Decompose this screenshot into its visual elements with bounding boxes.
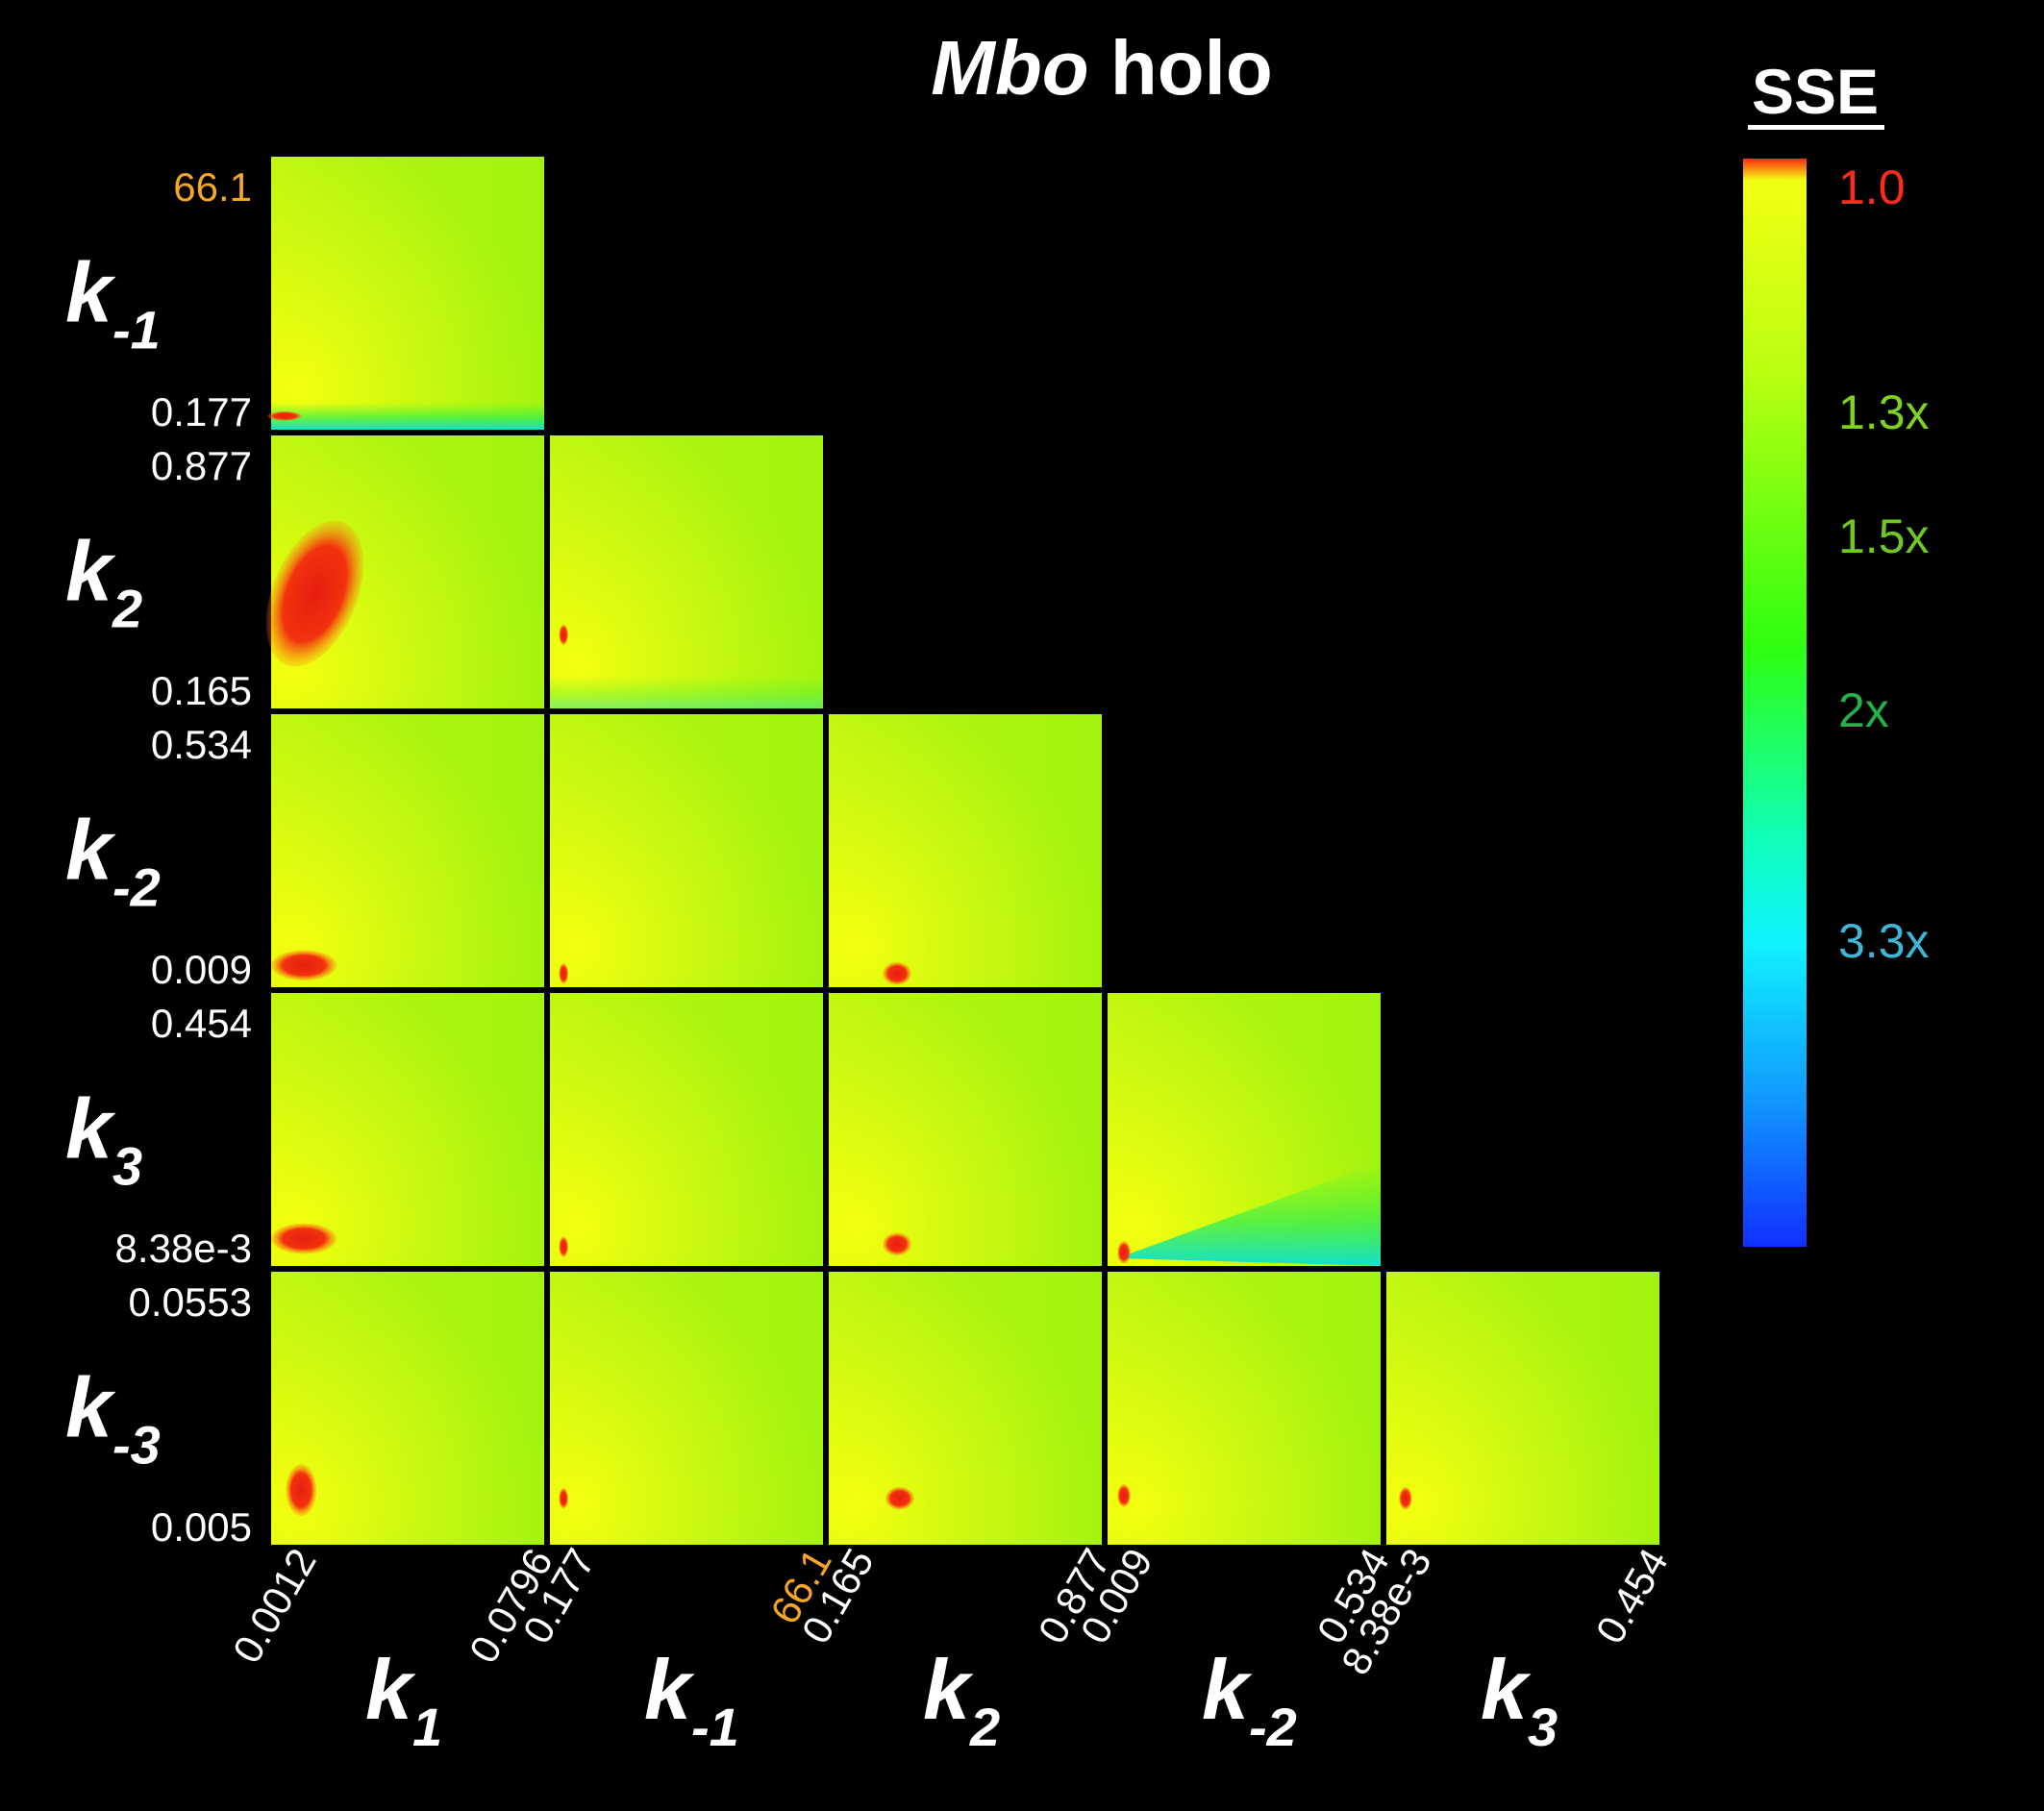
panel-sse-minimum bbox=[885, 1486, 914, 1510]
colorbar-tick-label: 1.0 bbox=[1838, 161, 1906, 214]
row-label-km2: 0.534 0.009 k-2 bbox=[65, 722, 252, 992]
heatmap-panel-k1-vs-km1 bbox=[267, 157, 544, 430]
panel-sse-minimum bbox=[1398, 1486, 1412, 1510]
heatmap-panel-k1-vs-k2 bbox=[265, 435, 544, 708]
heatmap-panel-km2-vs-km3 bbox=[1108, 1272, 1381, 1545]
heatmap-panel-km1-vs-km2 bbox=[550, 714, 823, 987]
heatmap-panel-km2-vs-k3 bbox=[1108, 993, 1381, 1266]
column-axis-label: k3 bbox=[1481, 1642, 1558, 1757]
panel-sse-shading bbox=[829, 714, 1102, 987]
panel-sse-shading bbox=[1386, 1272, 1659, 1545]
panel-sse-shading bbox=[271, 993, 544, 1266]
row-tick-min: 0.009 bbox=[151, 947, 252, 992]
colorbar-title: SSE bbox=[1752, 56, 1879, 127]
row-tick-max: 0.877 bbox=[151, 443, 252, 488]
heatmap-panel-k1-vs-km3 bbox=[271, 1272, 544, 1545]
panel-sse-minimum bbox=[1117, 1240, 1132, 1264]
row-tick-max: 66.1 bbox=[173, 164, 252, 210]
panel-sse-minimum bbox=[1117, 1483, 1132, 1507]
panel-sse-minimum bbox=[559, 624, 569, 646]
heatmap-panel-k1-vs-km2 bbox=[271, 714, 544, 987]
row-axis-label: k-3 bbox=[65, 1360, 161, 1476]
row-label-km3: 0.0553 0.005 k-3 bbox=[65, 1279, 252, 1550]
panel-sse-shading bbox=[550, 1272, 823, 1545]
heatmap-panels bbox=[265, 157, 1659, 1545]
row-axis-label: k3 bbox=[65, 1081, 142, 1197]
column-axis-label: k1 bbox=[365, 1642, 442, 1757]
row-tick-min: 0.165 bbox=[151, 668, 252, 713]
panel-sse-shading bbox=[550, 435, 823, 708]
column-axis-label: k-2 bbox=[1202, 1642, 1297, 1757]
row-tick-min: 8.38e-3 bbox=[115, 1226, 252, 1271]
row-axis-label: k-1 bbox=[65, 245, 161, 360]
colorbar-ticks: 1.0 1.3x 1.5x 2x 3.3x bbox=[1838, 161, 1930, 968]
colorbar-tick-label: 2x bbox=[1838, 683, 1889, 737]
heatmap-panel-k3-vs-km3 bbox=[1386, 1272, 1659, 1545]
panel-sse-minimum bbox=[265, 520, 364, 667]
panel-high-sse-band bbox=[271, 402, 544, 430]
row-tick-max: 0.534 bbox=[151, 722, 252, 767]
panel-sse-minimum bbox=[271, 950, 337, 981]
colorbar-title-underline bbox=[1748, 125, 1884, 130]
panel-sse-minimum bbox=[883, 1232, 911, 1256]
panel-sse-minimum bbox=[883, 961, 911, 985]
panel-sse-minimum bbox=[559, 962, 569, 984]
colorbar-tick-label: 1.5x bbox=[1838, 509, 1930, 563]
panel-sse-shading bbox=[271, 1272, 544, 1545]
colorbar-tick-label: 3.3x bbox=[1838, 914, 1930, 968]
panel-sse-shading bbox=[271, 714, 544, 987]
panel-sse-shading bbox=[271, 157, 544, 430]
heatmap-panel-km1-vs-k2 bbox=[550, 435, 823, 708]
row-tick-min: 0.005 bbox=[151, 1504, 252, 1550]
colorbar-tick-label: 1.3x bbox=[1838, 385, 1930, 439]
heatmap-panel-km1-vs-km3 bbox=[550, 1272, 823, 1545]
column-axis-label: k2 bbox=[923, 1642, 1000, 1757]
heatmap-panel-k2-vs-km2 bbox=[829, 714, 1102, 987]
heatmap-panel-k2-vs-km3 bbox=[829, 1272, 1102, 1545]
panel-sse-minimum bbox=[559, 1487, 569, 1509]
row-tick-min: 0.177 bbox=[151, 389, 252, 434]
panel-sse-shading bbox=[550, 714, 823, 987]
chart-title: Mbo holo bbox=[931, 25, 1272, 111]
colorbar: SSE 1.0 1.3x 1.5x 2x 3.3x bbox=[1743, 56, 1930, 1247]
panel-sse-minimum bbox=[271, 1223, 337, 1254]
row-label-k3: 0.454 8.38e-3 k3 bbox=[65, 1001, 252, 1271]
colorbar-gradient bbox=[1743, 159, 1807, 1247]
panel-high-sse-wedge bbox=[1117, 1162, 1381, 1266]
panel-sse-shading bbox=[829, 1272, 1102, 1545]
panel-sse-minimum bbox=[559, 1236, 569, 1258]
row-tick-max: 0.0553 bbox=[129, 1279, 252, 1325]
column-axis-label: k-1 bbox=[644, 1642, 739, 1757]
heatmap-panel-k1-vs-k3 bbox=[271, 993, 544, 1266]
panel-high-sse-band bbox=[550, 675, 823, 708]
row-axis-label: k-2 bbox=[65, 803, 161, 918]
panel-sse-minimum bbox=[267, 410, 303, 421]
chart-title-italic: Mbo bbox=[931, 25, 1088, 111]
row-label-km1: 66.1 0.177 k-1 bbox=[65, 164, 252, 434]
panel-sse-minimum bbox=[286, 1464, 317, 1517]
panel-sse-shading bbox=[829, 993, 1102, 1266]
panel-sse-shading bbox=[550, 993, 823, 1266]
panel-sse-shading bbox=[1108, 1272, 1381, 1545]
heatmap-panel-k2-vs-k3 bbox=[829, 993, 1102, 1266]
heatmap-panel-km1-vs-k3 bbox=[550, 993, 823, 1266]
row-axis-label: k2 bbox=[65, 524, 142, 639]
chart-title-rest: holo bbox=[1089, 25, 1273, 111]
row-tick-max: 0.454 bbox=[151, 1001, 252, 1046]
